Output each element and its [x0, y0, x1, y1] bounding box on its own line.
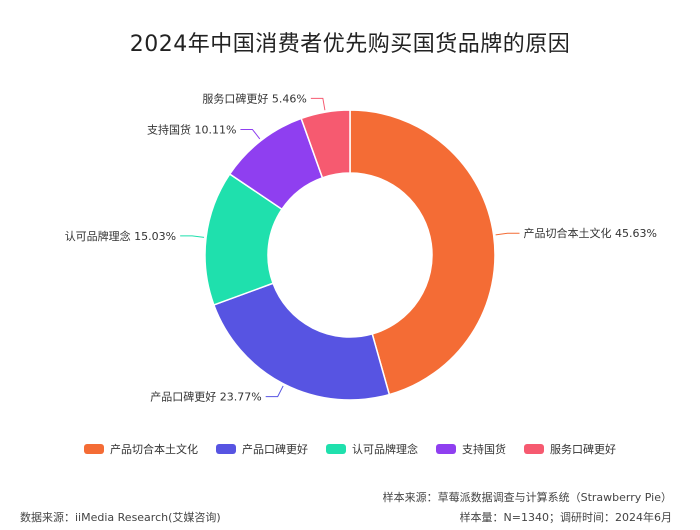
leader-line-3	[180, 235, 205, 238]
leader-line-1	[495, 232, 520, 236]
donut-slice-1[interactable]	[349, 109, 496, 396]
leader-line-4	[240, 128, 261, 140]
data-label-1: 产品切合本土文化 45.63%	[524, 226, 657, 240]
legend-swatch-2	[216, 444, 236, 454]
legend: 产品切合本土文化 产品口碑更好 认可品牌理念 支持国货 服务口碑更好	[0, 441, 700, 457]
leader-line-5	[310, 97, 326, 111]
legend-label-2: 产品口碑更好	[242, 443, 308, 456]
data-label-3: 认可品牌理念 15.03%	[65, 229, 176, 243]
data-source: 数据来源：iiMedia Research(艾媒咨询)	[20, 511, 221, 524]
legend-swatch-1	[84, 444, 104, 454]
leader-line-2	[265, 385, 284, 398]
donut-slice-5[interactable]	[300, 109, 351, 179]
sample-info: 样本量：N=1340；调研时间：2024年6月	[459, 511, 672, 524]
legend-label-5: 服务口碑更好	[550, 443, 616, 456]
chart-title: 2024年中国消费者优先购买国货品牌的原因	[129, 32, 571, 57]
data-label-5: 服务口碑更好 5.46%	[202, 91, 306, 105]
legend-item-4[interactable]: 支持国货	[436, 441, 506, 457]
donut-slice-2[interactable]	[212, 282, 391, 401]
sample-source: 样本来源：草莓派数据调查与计算系统（Strawberry Pie）	[382, 491, 672, 504]
legend-item-3[interactable]: 认可品牌理念	[326, 441, 418, 457]
legend-label-3: 认可品牌理念	[352, 443, 418, 456]
legend-swatch-3	[326, 444, 346, 454]
legend-swatch-5	[524, 444, 544, 454]
legend-label-4: 支持国货	[462, 443, 506, 456]
legend-label-1: 产品切合本土文化	[110, 443, 198, 456]
data-label-4: 支持国货 10.11%	[147, 122, 236, 136]
legend-swatch-4	[436, 444, 456, 454]
data-label-2: 产品口碑更好 23.77%	[150, 390, 261, 404]
legend-item-5[interactable]: 服务口碑更好	[524, 441, 616, 457]
legend-item-1[interactable]: 产品切合本土文化	[84, 441, 198, 457]
legend-item-2[interactable]: 产品口碑更好	[216, 441, 308, 457]
